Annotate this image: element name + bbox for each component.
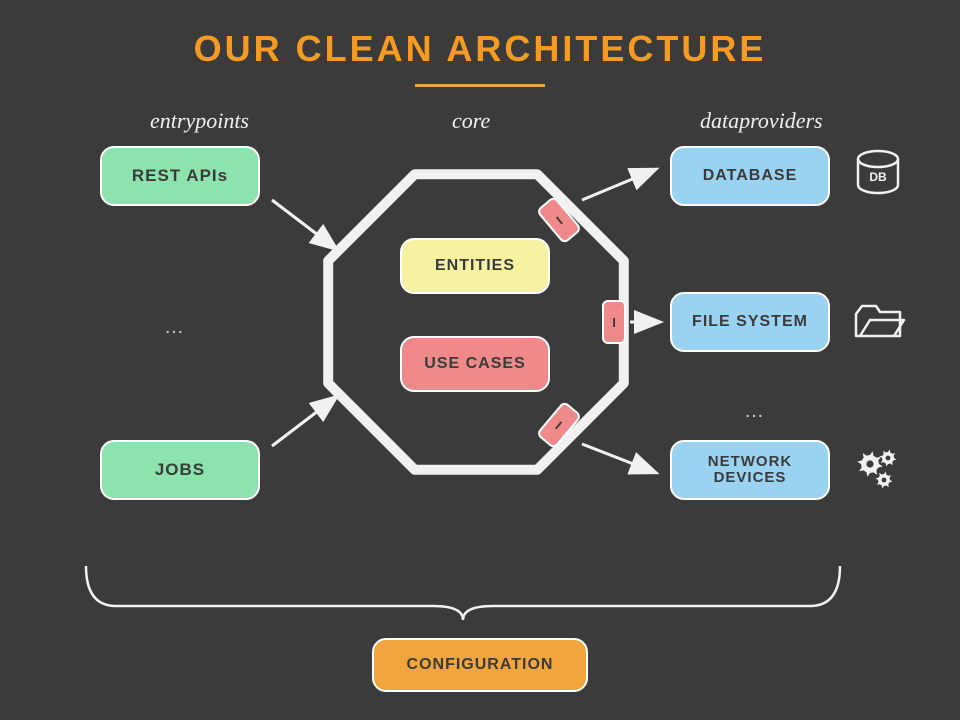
folder-icon [856, 306, 904, 336]
ellipsis-right: … [744, 400, 766, 423]
box-network-devices: NETWORK DEVICES [670, 440, 830, 500]
diagram-stage: OUR CLEAN ARCHITECTURE entrypoints core … [0, 0, 960, 720]
core-octagon [328, 174, 624, 470]
arrow-restapis-to-core [272, 200, 335, 248]
ellipsis-left: … [164, 316, 186, 339]
box-database: DATABASE [670, 146, 830, 206]
box-filesystem: FILE SYSTEM [670, 292, 830, 352]
curly-brace [86, 566, 840, 620]
arrow-jobs-to-core [272, 398, 335, 446]
database-icon: DB [858, 151, 898, 193]
box-entities: ENTITIES [400, 238, 550, 294]
box-rest-apis: REST APIs [100, 146, 260, 206]
box-usecases: USE CASES [400, 336, 550, 392]
box-jobs: JOBS [100, 440, 260, 500]
arrow-core-to-network [582, 444, 654, 472]
box-configuration: CONFIGURATION [372, 638, 588, 692]
gears-icon [857, 449, 896, 488]
arrow-core-to-database [582, 170, 654, 200]
interface-port-middle: I [602, 300, 626, 344]
svg-text:DB: DB [869, 170, 887, 184]
